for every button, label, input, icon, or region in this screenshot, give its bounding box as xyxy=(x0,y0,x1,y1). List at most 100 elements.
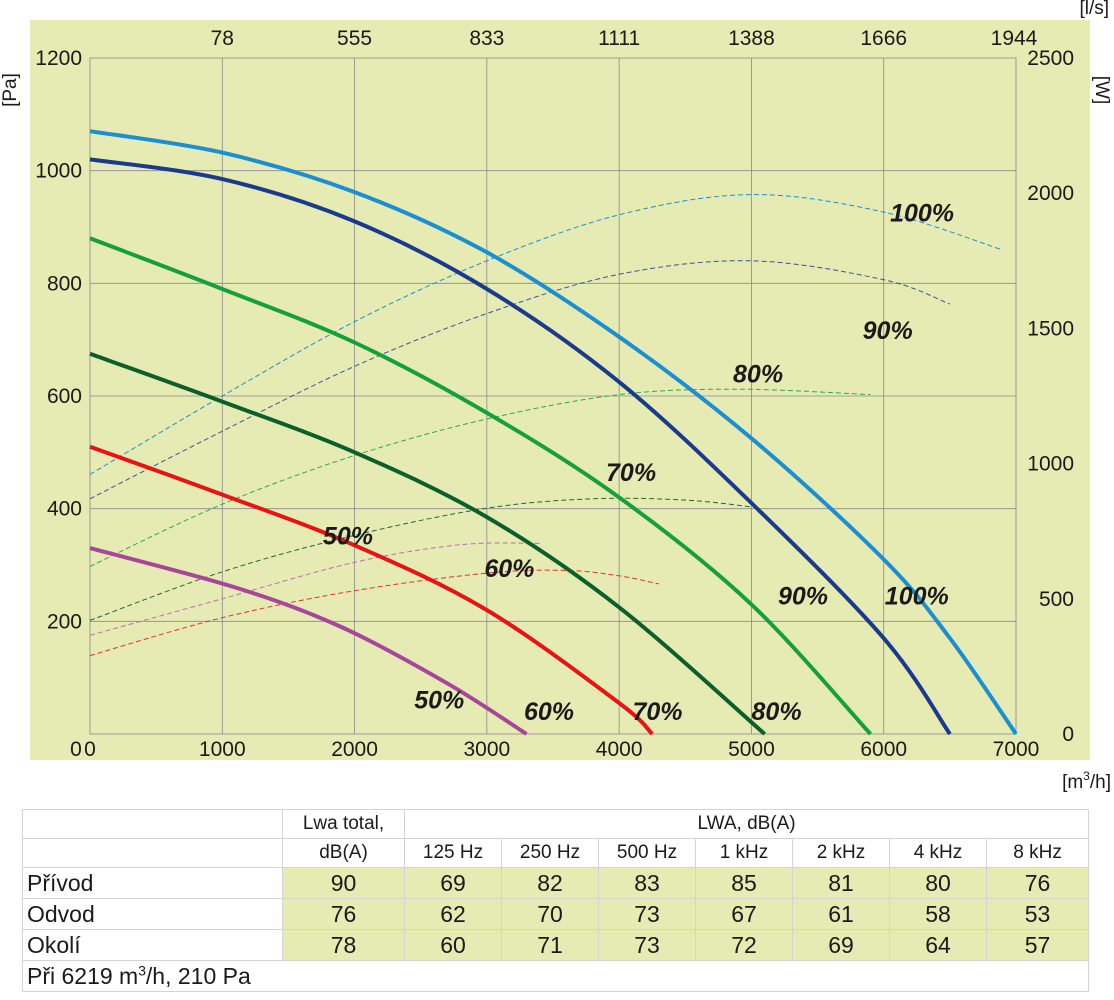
x2-tick-label: 1388 xyxy=(728,27,775,50)
power-curve-label-80: 80% xyxy=(733,360,783,388)
band-header: 500 Hz xyxy=(598,838,696,868)
power-curve-50 xyxy=(89,542,540,636)
band-header: 125 Hz xyxy=(404,838,502,868)
pressure-curve-90 xyxy=(89,157,952,736)
y2-tick-label: 0 xyxy=(1062,723,1074,746)
table-cell: 57 xyxy=(985,929,1090,961)
pressure-curve-label-50: 50% xyxy=(414,687,464,715)
y-tick-label: 1200 xyxy=(35,47,82,70)
plot-frame xyxy=(89,57,1017,735)
x-tick-label: 1000 xyxy=(199,738,246,761)
table-cell: 81 xyxy=(792,867,890,899)
lwa-total-unit: dB(A) xyxy=(282,838,405,868)
y2-tick-label: 2500 xyxy=(1027,47,1074,70)
table-cell: 69 xyxy=(404,867,502,899)
table-cell: 73 xyxy=(598,929,696,961)
table-cell: 62 xyxy=(404,898,502,930)
table-cell: 64 xyxy=(889,929,987,961)
x-tick-label: 0 xyxy=(84,738,96,761)
power-curve-100 xyxy=(89,194,1003,475)
table-corner xyxy=(22,809,283,839)
pressure-curve-label-80: 80% xyxy=(752,698,802,726)
row-name: Okolí xyxy=(22,929,283,961)
table-cell: 53 xyxy=(985,898,1090,930)
lwa-header: LWA, dB(A) xyxy=(403,809,1090,839)
row-name: Odvod xyxy=(22,898,283,930)
power-curve-80 xyxy=(89,388,871,567)
y-tick-label: 800 xyxy=(47,272,82,295)
band-header: 250 Hz xyxy=(501,838,599,868)
y2-axis-label: [W] xyxy=(1091,76,1112,105)
x2-tick-label: 78 xyxy=(211,27,234,50)
y2-tick-label: 1000 xyxy=(1027,453,1074,476)
table-cell: 76 xyxy=(282,898,405,930)
x2-tick-label: 1944 xyxy=(991,27,1038,50)
power-curve-label-50: 50% xyxy=(323,523,373,551)
table-cell: 60 xyxy=(404,929,502,961)
table-cell: 76 xyxy=(985,867,1090,899)
x-tick-label: 7000 xyxy=(993,738,1040,761)
pressure-curve-60 xyxy=(89,444,654,736)
lwa-total-header: Lwa total, xyxy=(282,809,405,839)
y2-tick-label: 2000 xyxy=(1027,182,1074,205)
x-tick-label: 6000 xyxy=(860,738,907,761)
table-cell: 85 xyxy=(695,867,793,899)
table-cell: 83 xyxy=(598,867,696,899)
noise-table: Lwa total, LWA, dB(A) dB(A) 125 Hz 250 Hz… xyxy=(21,809,1090,992)
band-header: 8 kHz xyxy=(985,838,1090,868)
table-footer: Při 6219 m3/h, 210 Pa xyxy=(21,960,1090,992)
pressure-curve-label-60: 60% xyxy=(524,698,574,726)
curve-labels: 100% 90% 80% 70% 60% 50% 100% 90% 80% 70% 60% 50% xyxy=(323,200,954,726)
power-curve-60 xyxy=(89,569,659,657)
pressure-curves xyxy=(89,129,1018,736)
pressure-curve-70 xyxy=(89,351,767,736)
power-curve-label-60: 60% xyxy=(484,555,534,583)
table-cell: 72 xyxy=(695,929,793,961)
x-tick-label: 4000 xyxy=(596,738,643,761)
y-tick-label: 200 xyxy=(47,610,82,633)
table-cell: 69 xyxy=(792,929,890,961)
power-curves xyxy=(89,194,1003,657)
y-axis-label: [Pa] xyxy=(0,73,21,107)
pressure-curve-80 xyxy=(89,236,872,736)
pressure-curve-50 xyxy=(89,546,528,736)
pressure-curve-label-100: 100% xyxy=(885,582,949,610)
grid-lines xyxy=(89,57,1017,735)
y-tick-label: 400 xyxy=(47,498,82,521)
table-cell: 61 xyxy=(792,898,890,930)
table-cell: 82 xyxy=(501,867,599,899)
y-tick-label: 600 xyxy=(47,385,82,408)
pressure-curve-label-90: 90% xyxy=(778,582,828,610)
x-tick-label: 5000 xyxy=(728,738,775,761)
table-cell: 90 xyxy=(282,867,405,899)
table-cell: 78 xyxy=(282,929,405,961)
band-header: 1 kHz xyxy=(695,838,793,868)
table-row: Odvod 76 62 70 73 67 61 58 53 xyxy=(22,898,1090,930)
x2-tick-label: 1111 xyxy=(598,27,640,50)
table-cell: 58 xyxy=(889,898,987,930)
x2-tick-label: 1666 xyxy=(860,27,907,50)
table-row: Okolí 78 60 71 73 72 69 64 57 xyxy=(22,929,1090,961)
pressure-curve-100 xyxy=(89,129,1018,736)
x-tick-label: 3000 xyxy=(463,738,510,761)
table-cell: 71 xyxy=(501,929,599,961)
pressure-curve-label-70: 70% xyxy=(632,698,682,726)
power-curve-label-70: 70% xyxy=(606,459,656,487)
fan-performance-chart: 100% 90% 80% 70% 60% 50% 100% 90% 80% 70% 60% 50% 0… xyxy=(0,0,1112,793)
power-curve-label-100: 100% xyxy=(890,200,954,228)
x2-tick-label: 833 xyxy=(469,27,504,50)
table-cell: 67 xyxy=(695,898,793,930)
power-curve-label-90: 90% xyxy=(863,317,913,345)
x2-tick-label: 555 xyxy=(337,27,372,50)
power-curve-90 xyxy=(89,260,951,500)
row-name: Přívod xyxy=(22,867,283,899)
table-cell: 73 xyxy=(598,898,696,930)
table-row: Přívod 90 69 82 83 85 81 80 76 xyxy=(22,867,1090,899)
table-cell: 70 xyxy=(501,898,599,930)
y-tick-label: 1000 xyxy=(35,160,82,183)
table-corner-2 xyxy=(22,838,283,868)
x2-axis-label: [l/s] xyxy=(1079,0,1109,19)
x-axis-label: [m3/h] xyxy=(1062,769,1111,793)
y2-tick-label: 1500 xyxy=(1027,317,1074,340)
x-tick-label: 2000 xyxy=(331,738,378,761)
